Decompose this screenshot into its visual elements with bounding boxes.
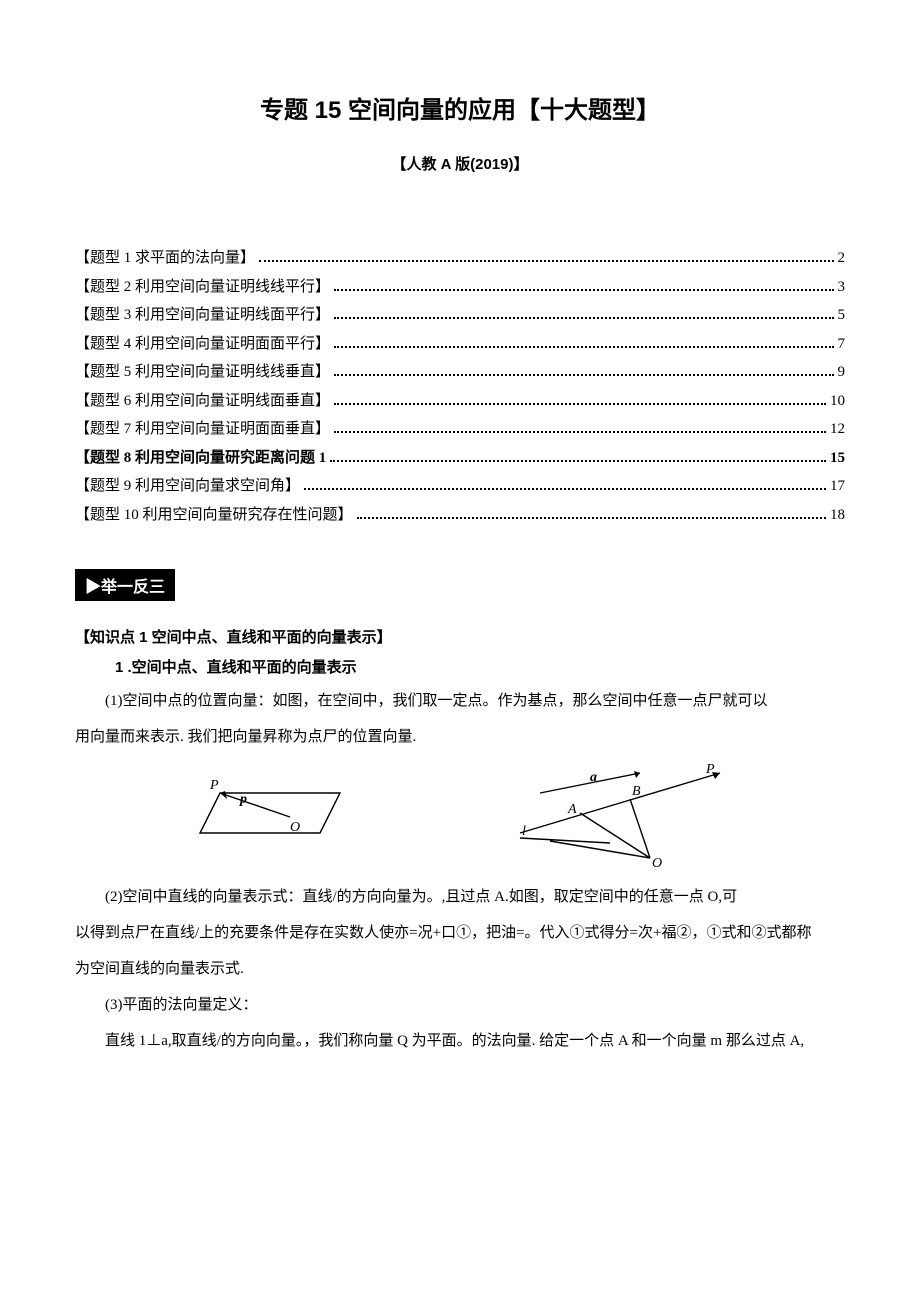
toc-dots (334, 289, 833, 291)
label-P: P (705, 763, 715, 777)
section-bar: ▶举一反三 (75, 569, 175, 601)
toc-page: 10 (830, 387, 845, 416)
toc-row: 【题型 3 利用空间向量证明线面平行】 5 (75, 301, 845, 330)
paragraph-line: 以得到点尸在直线/上的充要条件是存在实数人使亦=况+口①，把油=。代入①式得分=… (75, 925, 811, 941)
toc-dots (334, 346, 833, 348)
toc-label: 【题型 10 利用空间向量研究存在性问题】 (75, 501, 353, 530)
knowledge-heading: 【知识点 1 空间中点、直线和平面的向量表示】 (75, 623, 845, 653)
paragraph: 用向量而来表示. 我们把向量昇称为点尸的位置向量. (75, 719, 845, 755)
page-title: 专题 15 空间向量的应用【十大题型】 (75, 90, 845, 125)
paragraph-line: (3)平面的法向量定义： (75, 987, 258, 1023)
knowledge-subheading: 1 .空间中点、直线和平面的向量表示 (75, 653, 845, 683)
toc-label: 【题型 3 利用空间向量证明线面平行】 (75, 301, 330, 330)
paragraph-line: 直线 1⊥a,取直线/的方向向量。，我们称向量 Q 为平面。的法向量. 给定一个… (75, 1023, 804, 1059)
toc-page: 15 (830, 444, 845, 473)
paragraph-line: 为空间直线的向量表示式. (75, 961, 244, 977)
paragraph-line: (2)空间中直线的向量表示式：直线/的方向向量为。,且过点 A.如图，取定空间中… (75, 879, 737, 915)
toc-page: 18 (830, 501, 845, 530)
toc-row: 【题型 4 利用空间向量证明面面平行】 7 (75, 330, 845, 359)
toc-dots (334, 374, 833, 376)
label-O: O (290, 820, 300, 835)
label-O: O (652, 856, 662, 871)
diagram-parallelogram: P p O (190, 763, 370, 853)
label-P: P (209, 778, 219, 793)
toc-dots (334, 317, 833, 319)
page-subtitle: 【人教 A 版(2019)】 (75, 153, 845, 174)
diagram-row: P p O a A B P l O (75, 763, 845, 873)
toc-dots (304, 488, 826, 490)
paragraph: (1)空间中点的位置向量：如图，在空间中，我们取一定点。作为基点，那么空间中任意… (75, 683, 845, 719)
toc-page: 2 (838, 244, 846, 273)
toc-label: 【题型 8 利用空间向量研究距离问题 1 (75, 444, 326, 473)
toc-row: 【题型 6 利用空间向量证明线面垂直】 10 (75, 387, 845, 416)
toc-label: 【题型 9 利用空间向量求空间角】 (75, 472, 300, 501)
toc-row: 【题型 8 利用空间向量研究距离问题 1 15 (75, 444, 845, 473)
toc-label: 【题型 6 利用空间向量证明线面垂直】 (75, 387, 330, 416)
diagram-lines: a A B P l O (510, 763, 730, 873)
label-a: a (590, 770, 597, 785)
label-A: A (567, 802, 577, 817)
paragraph: 以得到点尸在直线/上的充要条件是存在实数人使亦=况+口①，把油=。代入①式得分=… (75, 915, 845, 951)
toc-dots (334, 431, 826, 433)
toc-label: 【题型 4 利用空间向量证明面面平行】 (75, 330, 330, 359)
label-p: p (239, 792, 247, 807)
toc-row: 【题型 2 利用空间向量证明线线平行】 3 (75, 273, 845, 302)
paragraph-line: 用向量而来表示. 我们把向量昇称为点尸的位置向量. (75, 729, 416, 745)
toc-dots (259, 260, 833, 262)
label-B: B (632, 784, 641, 799)
toc-page: 17 (830, 472, 845, 501)
toc-row: 【题型 5 利用空间向量证明线线垂直】 9 (75, 358, 845, 387)
toc-label: 【题型 7 利用空间向量证明面面垂直】 (75, 415, 330, 444)
paragraph: 为空间直线的向量表示式. (75, 951, 845, 987)
toc-page: 12 (830, 415, 845, 444)
toc-label: 【题型 5 利用空间向量证明线线垂直】 (75, 358, 330, 387)
toc-dots (357, 517, 826, 519)
toc-page: 9 (838, 358, 846, 387)
paragraph-line: (1)空间中点的位置向量：如图，在空间中，我们取一定点。作为基点，那么空间中任意… (75, 683, 768, 719)
toc-page: 7 (838, 330, 846, 359)
table-of-contents: 【题型 1 求平面的法向量】 2 【题型 2 利用空间向量证明线线平行】 3 【… (75, 244, 845, 529)
toc-row: 【题型 9 利用空间向量求空间角】 17 (75, 472, 845, 501)
toc-dots (330, 460, 826, 462)
toc-page: 5 (838, 301, 846, 330)
toc-page: 3 (838, 273, 846, 302)
page: 专题 15 空间向量的应用【十大题型】 【人教 A 版(2019)】 【题型 1… (0, 0, 920, 1099)
toc-row: 【题型 7 利用空间向量证明面面垂直】 12 (75, 415, 845, 444)
paragraph: (3)平面的法向量定义： (75, 987, 845, 1023)
toc-label: 【题型 2 利用空间向量证明线线平行】 (75, 273, 330, 302)
label-l: l (522, 824, 526, 839)
toc-row: 【题型 10 利用空间向量研究存在性问题】 18 (75, 501, 845, 530)
toc-dots (334, 403, 826, 405)
toc-label: 【题型 1 求平面的法向量】 (75, 244, 255, 273)
toc-row: 【题型 1 求平面的法向量】 2 (75, 244, 845, 273)
paragraph: (2)空间中直线的向量表示式：直线/的方向向量为。,且过点 A.如图，取定空间中… (75, 879, 845, 915)
paragraph: 直线 1⊥a,取直线/的方向向量。，我们称向量 Q 为平面。的法向量. 给定一个… (75, 1023, 845, 1059)
